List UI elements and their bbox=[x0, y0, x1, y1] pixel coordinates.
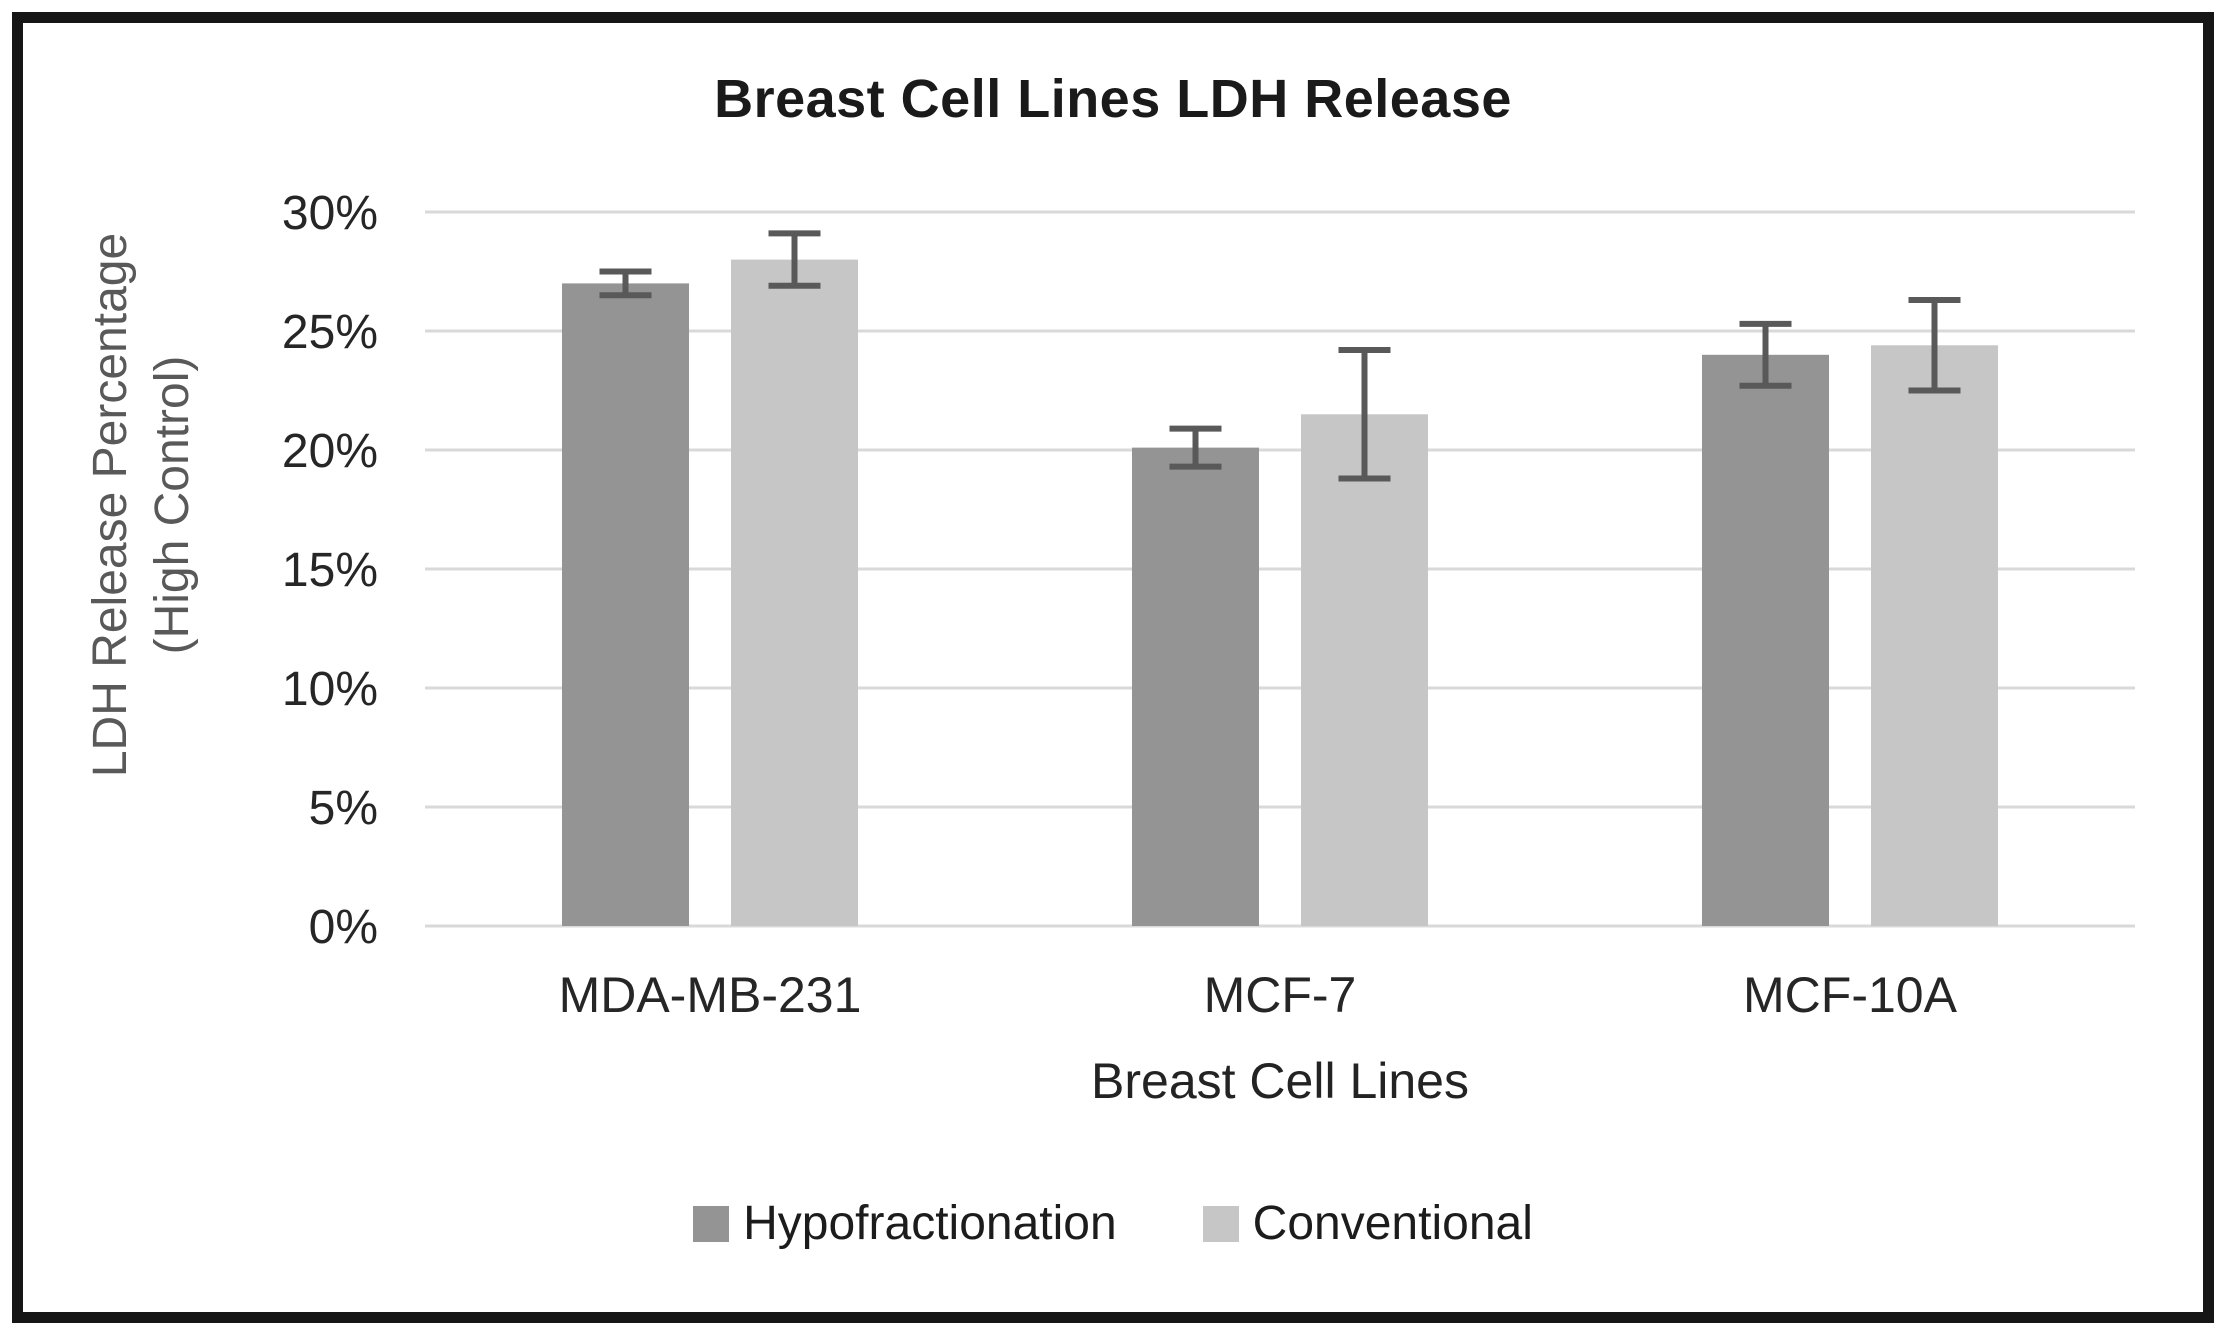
legend-label-hypofractionation: Hypofractionation bbox=[743, 1197, 1117, 1250]
y-tick-label: 15% bbox=[282, 544, 378, 597]
x-category-label: MCF-10A bbox=[1743, 967, 1958, 1023]
legend-swatch-hypofractionation bbox=[693, 1205, 730, 1242]
y-tick-label: 20% bbox=[282, 425, 378, 478]
y-tick-label: 0% bbox=[309, 901, 378, 954]
bar-hypofractionation-mda-mb-231 bbox=[562, 283, 689, 926]
y-tick-label: 30% bbox=[282, 187, 378, 240]
legend: Hypofractionation Conventional bbox=[0, 1196, 2226, 1251]
bar-hypofractionation-mcf-10a bbox=[1702, 354, 1829, 926]
y-tick-label: 5% bbox=[309, 782, 378, 835]
bar-conventional-mcf-7 bbox=[1301, 414, 1428, 926]
figure-border-frame bbox=[12, 12, 2214, 1323]
legend-label-conventional: Conventional bbox=[1252, 1197, 1533, 1250]
chart-title: Breast Cell Lines LDH Release bbox=[714, 69, 1512, 129]
x-axis-title: Breast Cell Lines bbox=[1091, 1053, 1469, 1109]
bar-hypofractionation-mcf-7 bbox=[1132, 447, 1259, 926]
x-category-label: MCF-7 bbox=[1204, 967, 1357, 1023]
bar-conventional-mda-mb-231 bbox=[731, 259, 858, 927]
x-category-label: MDA-MB-231 bbox=[559, 967, 862, 1023]
bar-conventional-mcf-10a bbox=[1871, 345, 1998, 926]
legend-swatch-conventional bbox=[1202, 1205, 1239, 1242]
legend-item-conventional: Conventional bbox=[1202, 1196, 1533, 1251]
y-tick-label: 10% bbox=[282, 663, 378, 716]
y-tick-label: 25% bbox=[282, 306, 378, 359]
legend-item-hypofractionation: Hypofractionation bbox=[693, 1196, 1117, 1251]
